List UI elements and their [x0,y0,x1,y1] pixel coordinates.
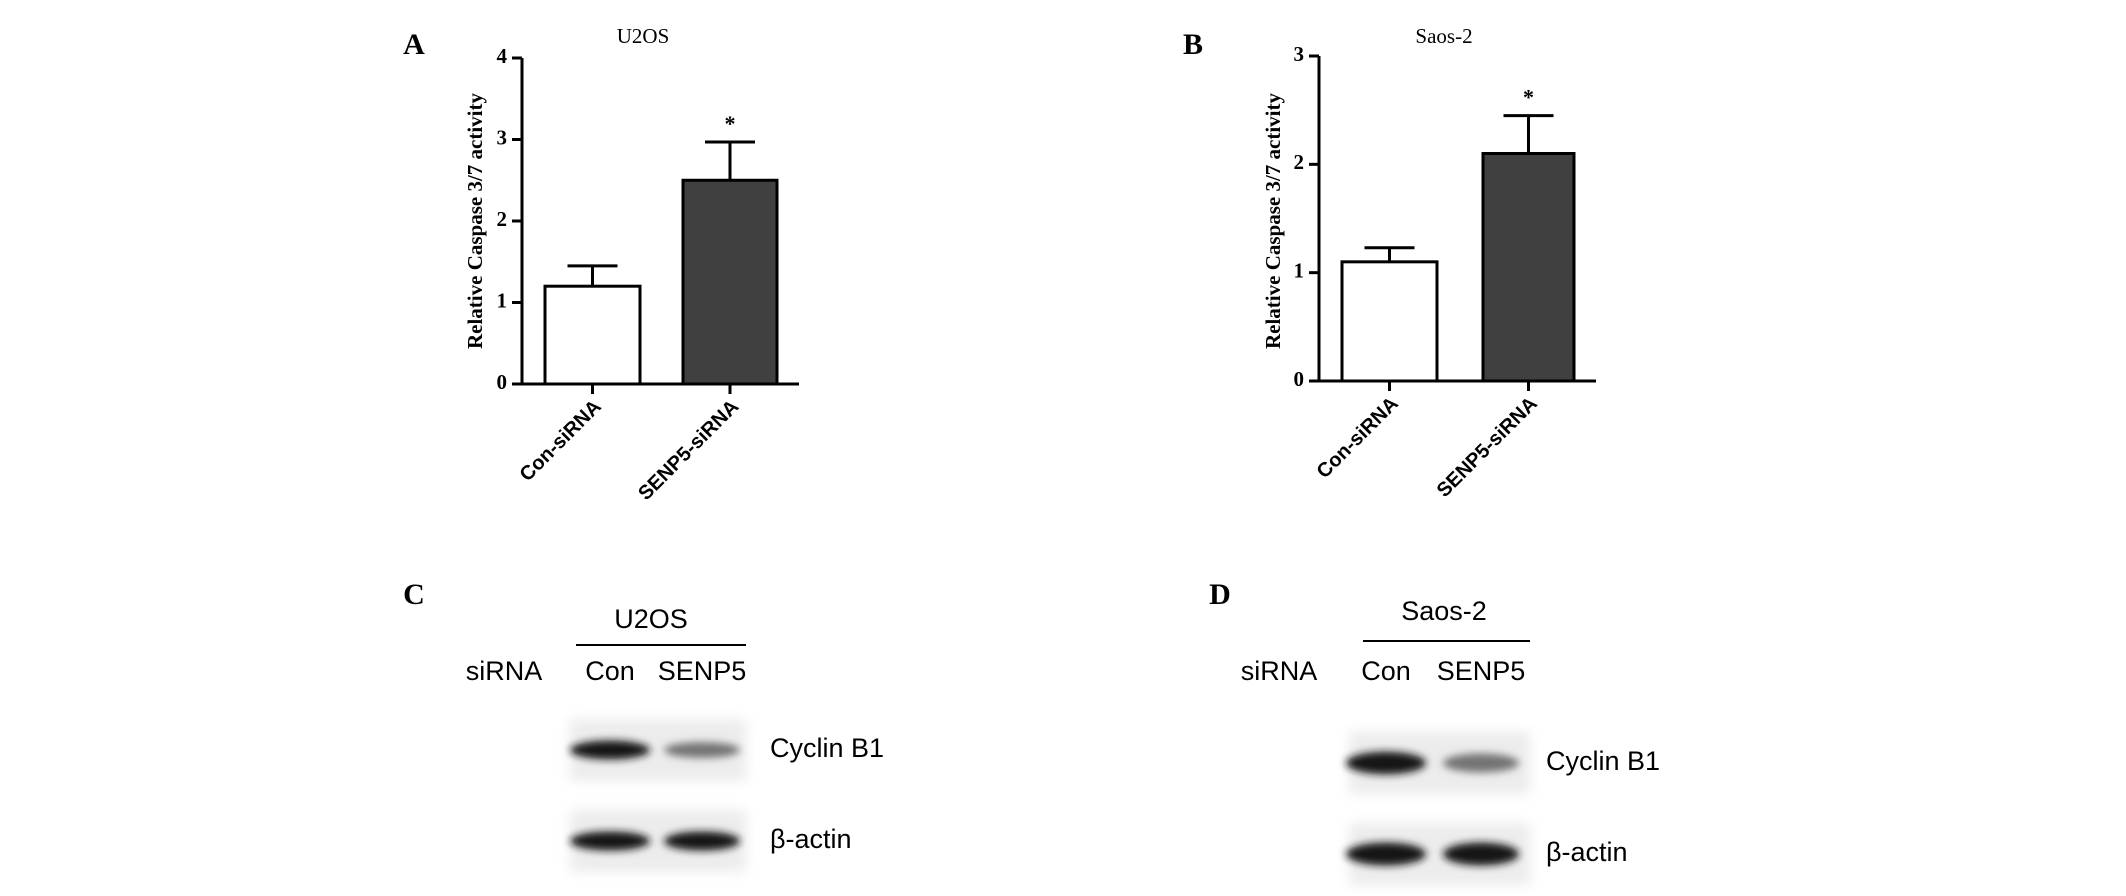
y-tick-label: 1 [497,288,508,312]
bar [681,178,779,386]
blot-band [1346,842,1426,866]
y-tick-label: 0 [497,370,508,394]
panel-label: A [403,28,425,61]
significance: * [1523,85,1534,110]
chart-title: Saos-2 [1415,24,1472,48]
lane-label: SENP5 [658,656,747,686]
lane-label: Con [1361,656,1411,686]
y-tick-label: 1 [1294,258,1305,282]
band-label: Cyclin B1 [770,733,884,763]
band-label: Cyclin B1 [1546,746,1660,776]
panel-label: D [1209,578,1231,611]
row-label: siRNA [1241,656,1318,686]
y-tick-label: 3 [1294,42,1305,66]
x-tick-label: Con-siRNA [516,396,606,486]
blot-band [570,740,650,760]
blot-band [664,831,740,851]
blot-band [1346,751,1426,775]
blot-band [664,742,740,758]
x-tick-label: SENP5-siRNA [634,396,743,505]
row-label: siRNA [466,656,543,686]
bar [1481,152,1576,383]
chart-title: U2OS [617,24,670,48]
panel-label: C [403,578,425,611]
bar [1340,260,1439,383]
y-axis-label: Relative Caspase 3/7 activity [463,92,487,349]
y-tick-label: 0 [1294,367,1305,391]
y-tick-label: 2 [497,207,508,231]
cell-line: U2OS [614,604,688,634]
band-label: β-actin [770,824,852,854]
lane-label: Con [585,656,635,686]
band-label: β-actin [1546,837,1628,867]
y-tick-label: 2 [1294,150,1305,174]
y-axis-label: Relative Caspase 3/7 activity [1261,92,1285,349]
lane-label: SENP5 [1437,656,1526,686]
y-tick-label: 4 [497,44,508,68]
cell-line: Saos-2 [1401,596,1487,626]
blot-band [570,831,650,851]
x-tick-label: SENP5-siRNA [1433,393,1542,502]
bar [543,284,642,386]
panel-label: B [1183,28,1203,61]
y-tick-label: 3 [497,125,508,149]
x-tick-label: Con-siRNA [1313,393,1403,483]
significance: * [725,111,736,136]
blot-band [1443,753,1519,773]
blot-band [1443,842,1519,866]
